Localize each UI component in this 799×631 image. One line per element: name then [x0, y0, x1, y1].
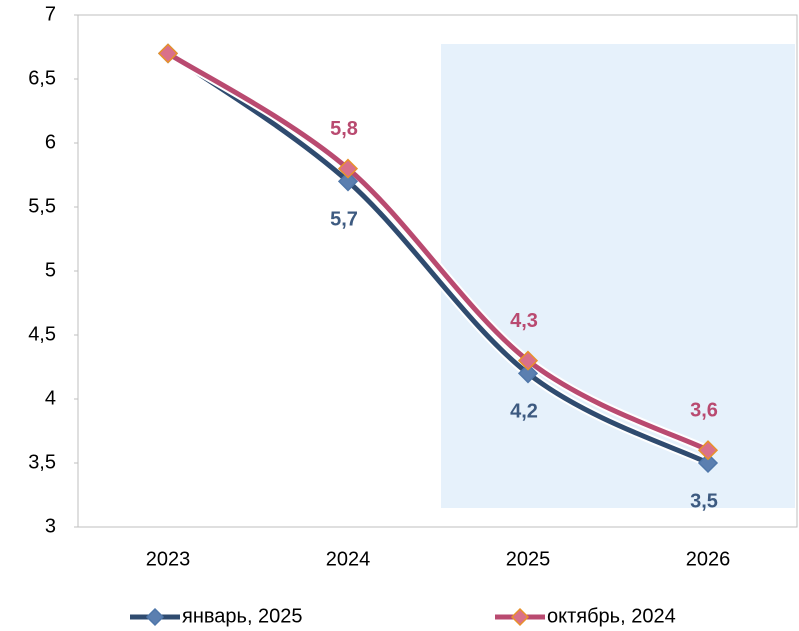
- value-label: 4,3: [510, 310, 538, 332]
- point-marker: [157, 43, 179, 64]
- y-tick-label: 7: [45, 3, 56, 25]
- y-tick-label: 6: [45, 131, 56, 153]
- x-tick-label: 2023: [146, 548, 191, 570]
- value-label: 5,7: [330, 209, 358, 231]
- y-tick-label: 5,5: [28, 195, 56, 217]
- y-tick-label: 3: [45, 515, 56, 537]
- value-label: 3,5: [690, 490, 718, 512]
- y-tick-label: 4,5: [28, 323, 56, 345]
- y-tick-label: 5: [45, 259, 56, 281]
- x-tick-label: 2025: [506, 548, 551, 570]
- legend-marker: [510, 607, 530, 627]
- point-marker: [697, 452, 719, 474]
- x-tick-label: 2024: [326, 548, 371, 570]
- y-tick-label: 6,5: [28, 67, 56, 89]
- point-marker: [337, 158, 359, 179]
- value-label: 3,6: [690, 399, 718, 421]
- legend-label: октябрь, 2024: [547, 605, 676, 627]
- point-marker: [697, 440, 719, 461]
- point-marker: [337, 171, 359, 192]
- y-tick-label: 4: [45, 387, 56, 409]
- y-tick-label: 3,5: [28, 451, 56, 473]
- legend-marker: [145, 607, 165, 627]
- forecast-highlight: [441, 44, 795, 508]
- point-marker: [517, 363, 539, 384]
- x-tick-label: 2026: [686, 548, 731, 570]
- value-label: 5,8: [330, 118, 358, 140]
- series-line: [166, 51, 710, 466]
- point-marker: [517, 350, 539, 371]
- value-label: 4,2: [510, 401, 538, 423]
- series-line: [166, 51, 710, 453]
- legend-label: январь, 2025: [182, 605, 303, 627]
